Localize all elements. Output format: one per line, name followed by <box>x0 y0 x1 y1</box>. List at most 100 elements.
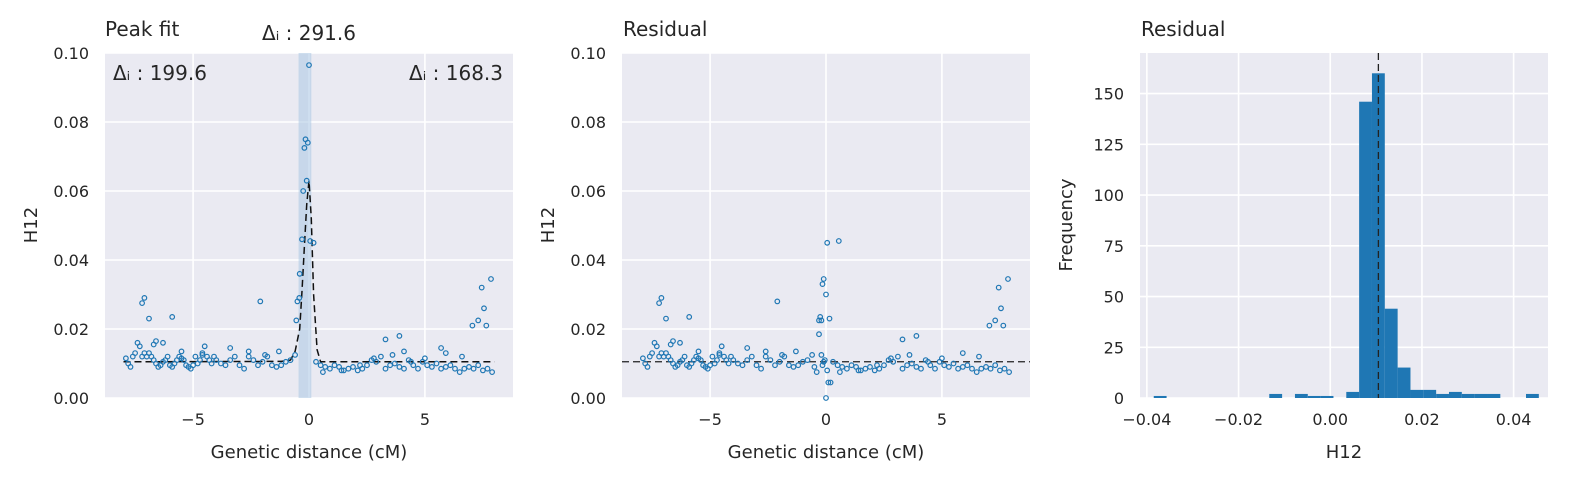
data-point <box>293 317 300 324</box>
histogram-bar <box>1474 393 1488 398</box>
data-point <box>378 353 384 360</box>
data-point <box>382 365 389 372</box>
data-point <box>918 365 924 372</box>
data-point <box>1000 322 1007 329</box>
data-point <box>653 343 660 350</box>
histogram-bar <box>1359 101 1372 399</box>
y-tick-label: 125 <box>1093 135 1124 154</box>
data-point <box>310 239 317 246</box>
data-point <box>401 348 407 355</box>
x-tick-label: −5 <box>181 410 205 429</box>
peak-fit-panel: −5 0 5 0.00 0.02 0.04 0.06 0.08 0.10 Peak fit G… <box>21 17 513 463</box>
data-point <box>461 365 468 372</box>
data-point <box>255 362 261 369</box>
annotation-right: Δᵢ : 168.3 <box>409 61 503 85</box>
y-tick-label: 0.08 <box>570 113 606 132</box>
data-point <box>799 358 806 365</box>
histogram-bar <box>1448 391 1462 398</box>
data-point <box>327 365 333 372</box>
data-point <box>1001 365 1008 372</box>
data-point <box>793 348 799 355</box>
data-point <box>819 281 826 288</box>
y-axis-label: H12 <box>538 207 559 243</box>
y-tick-label: 0.10 <box>570 44 606 63</box>
data-point <box>122 355 129 362</box>
data-point <box>969 365 975 372</box>
data-point <box>382 336 389 343</box>
data-point <box>241 365 248 372</box>
chart-title: Residual <box>1141 17 1225 41</box>
y-tick-label: 75 <box>1104 237 1124 256</box>
gridlines <box>622 52 1030 399</box>
data-point <box>716 352 723 358</box>
y-tick-label: 100 <box>1093 186 1124 205</box>
data-point <box>292 352 299 358</box>
data-point <box>658 295 665 301</box>
data-point <box>899 336 906 343</box>
data-point <box>201 343 208 350</box>
data-point <box>718 343 725 350</box>
data-point <box>276 348 282 355</box>
data-point <box>245 353 252 360</box>
data-point <box>925 358 931 365</box>
data-point <box>429 364 435 370</box>
data-point <box>1005 276 1011 282</box>
data-point <box>821 357 828 364</box>
data-point <box>978 365 985 372</box>
chart-title: Residual <box>623 17 707 41</box>
data-point <box>844 365 850 372</box>
data-point <box>350 364 356 370</box>
data-point <box>811 364 818 370</box>
data-point <box>231 353 238 360</box>
data-point <box>824 239 831 246</box>
residual-histogram-panel: −0.04 −0.02 0.00 0.02 0.04 0255075100125150 … <box>1056 17 1548 463</box>
data-point <box>964 362 971 369</box>
data-point <box>250 357 257 364</box>
data-point <box>649 350 655 357</box>
annotation-center: Δᵢ : 291.6 <box>262 21 356 45</box>
data-point <box>758 365 764 372</box>
data-point <box>456 369 463 376</box>
data-point <box>227 345 234 351</box>
data-point <box>478 284 485 291</box>
data-point <box>180 357 187 364</box>
data-point <box>338 367 345 374</box>
x-tick-label: −0.04 <box>1122 410 1171 429</box>
data-point <box>835 238 842 244</box>
data-point <box>357 362 363 369</box>
data-point <box>296 295 303 301</box>
data-point <box>830 358 836 365</box>
data-point <box>424 362 431 369</box>
data-point <box>470 365 477 372</box>
data-point <box>813 369 820 376</box>
data-point <box>819 362 826 369</box>
data-point <box>867 364 873 370</box>
data-point <box>913 364 920 370</box>
data-point <box>686 314 693 320</box>
data-point <box>345 365 352 372</box>
data-point <box>396 333 403 339</box>
x-tick-label: 0.02 <box>1404 410 1440 429</box>
data-point <box>422 355 428 362</box>
data-point <box>795 362 802 369</box>
plot-area <box>1140 53 1548 398</box>
data-point <box>716 350 723 357</box>
data-point <box>213 357 220 364</box>
data-point <box>774 298 781 305</box>
data-point <box>762 348 769 355</box>
data-point <box>776 358 783 365</box>
data-point <box>995 284 1002 291</box>
y-tick-label: 0.08 <box>53 113 89 132</box>
data-point <box>823 291 829 298</box>
histogram-bar <box>1346 391 1360 398</box>
data-point <box>192 353 199 360</box>
histogram-bar <box>1384 308 1398 398</box>
data-point <box>824 367 831 374</box>
data-point <box>136 343 143 350</box>
data-point <box>932 365 938 372</box>
data-point <box>259 358 266 365</box>
y-tick-label: 0.10 <box>53 44 89 63</box>
data-point <box>998 305 1004 312</box>
histogram-bar <box>1436 393 1449 398</box>
data-point <box>709 353 716 360</box>
